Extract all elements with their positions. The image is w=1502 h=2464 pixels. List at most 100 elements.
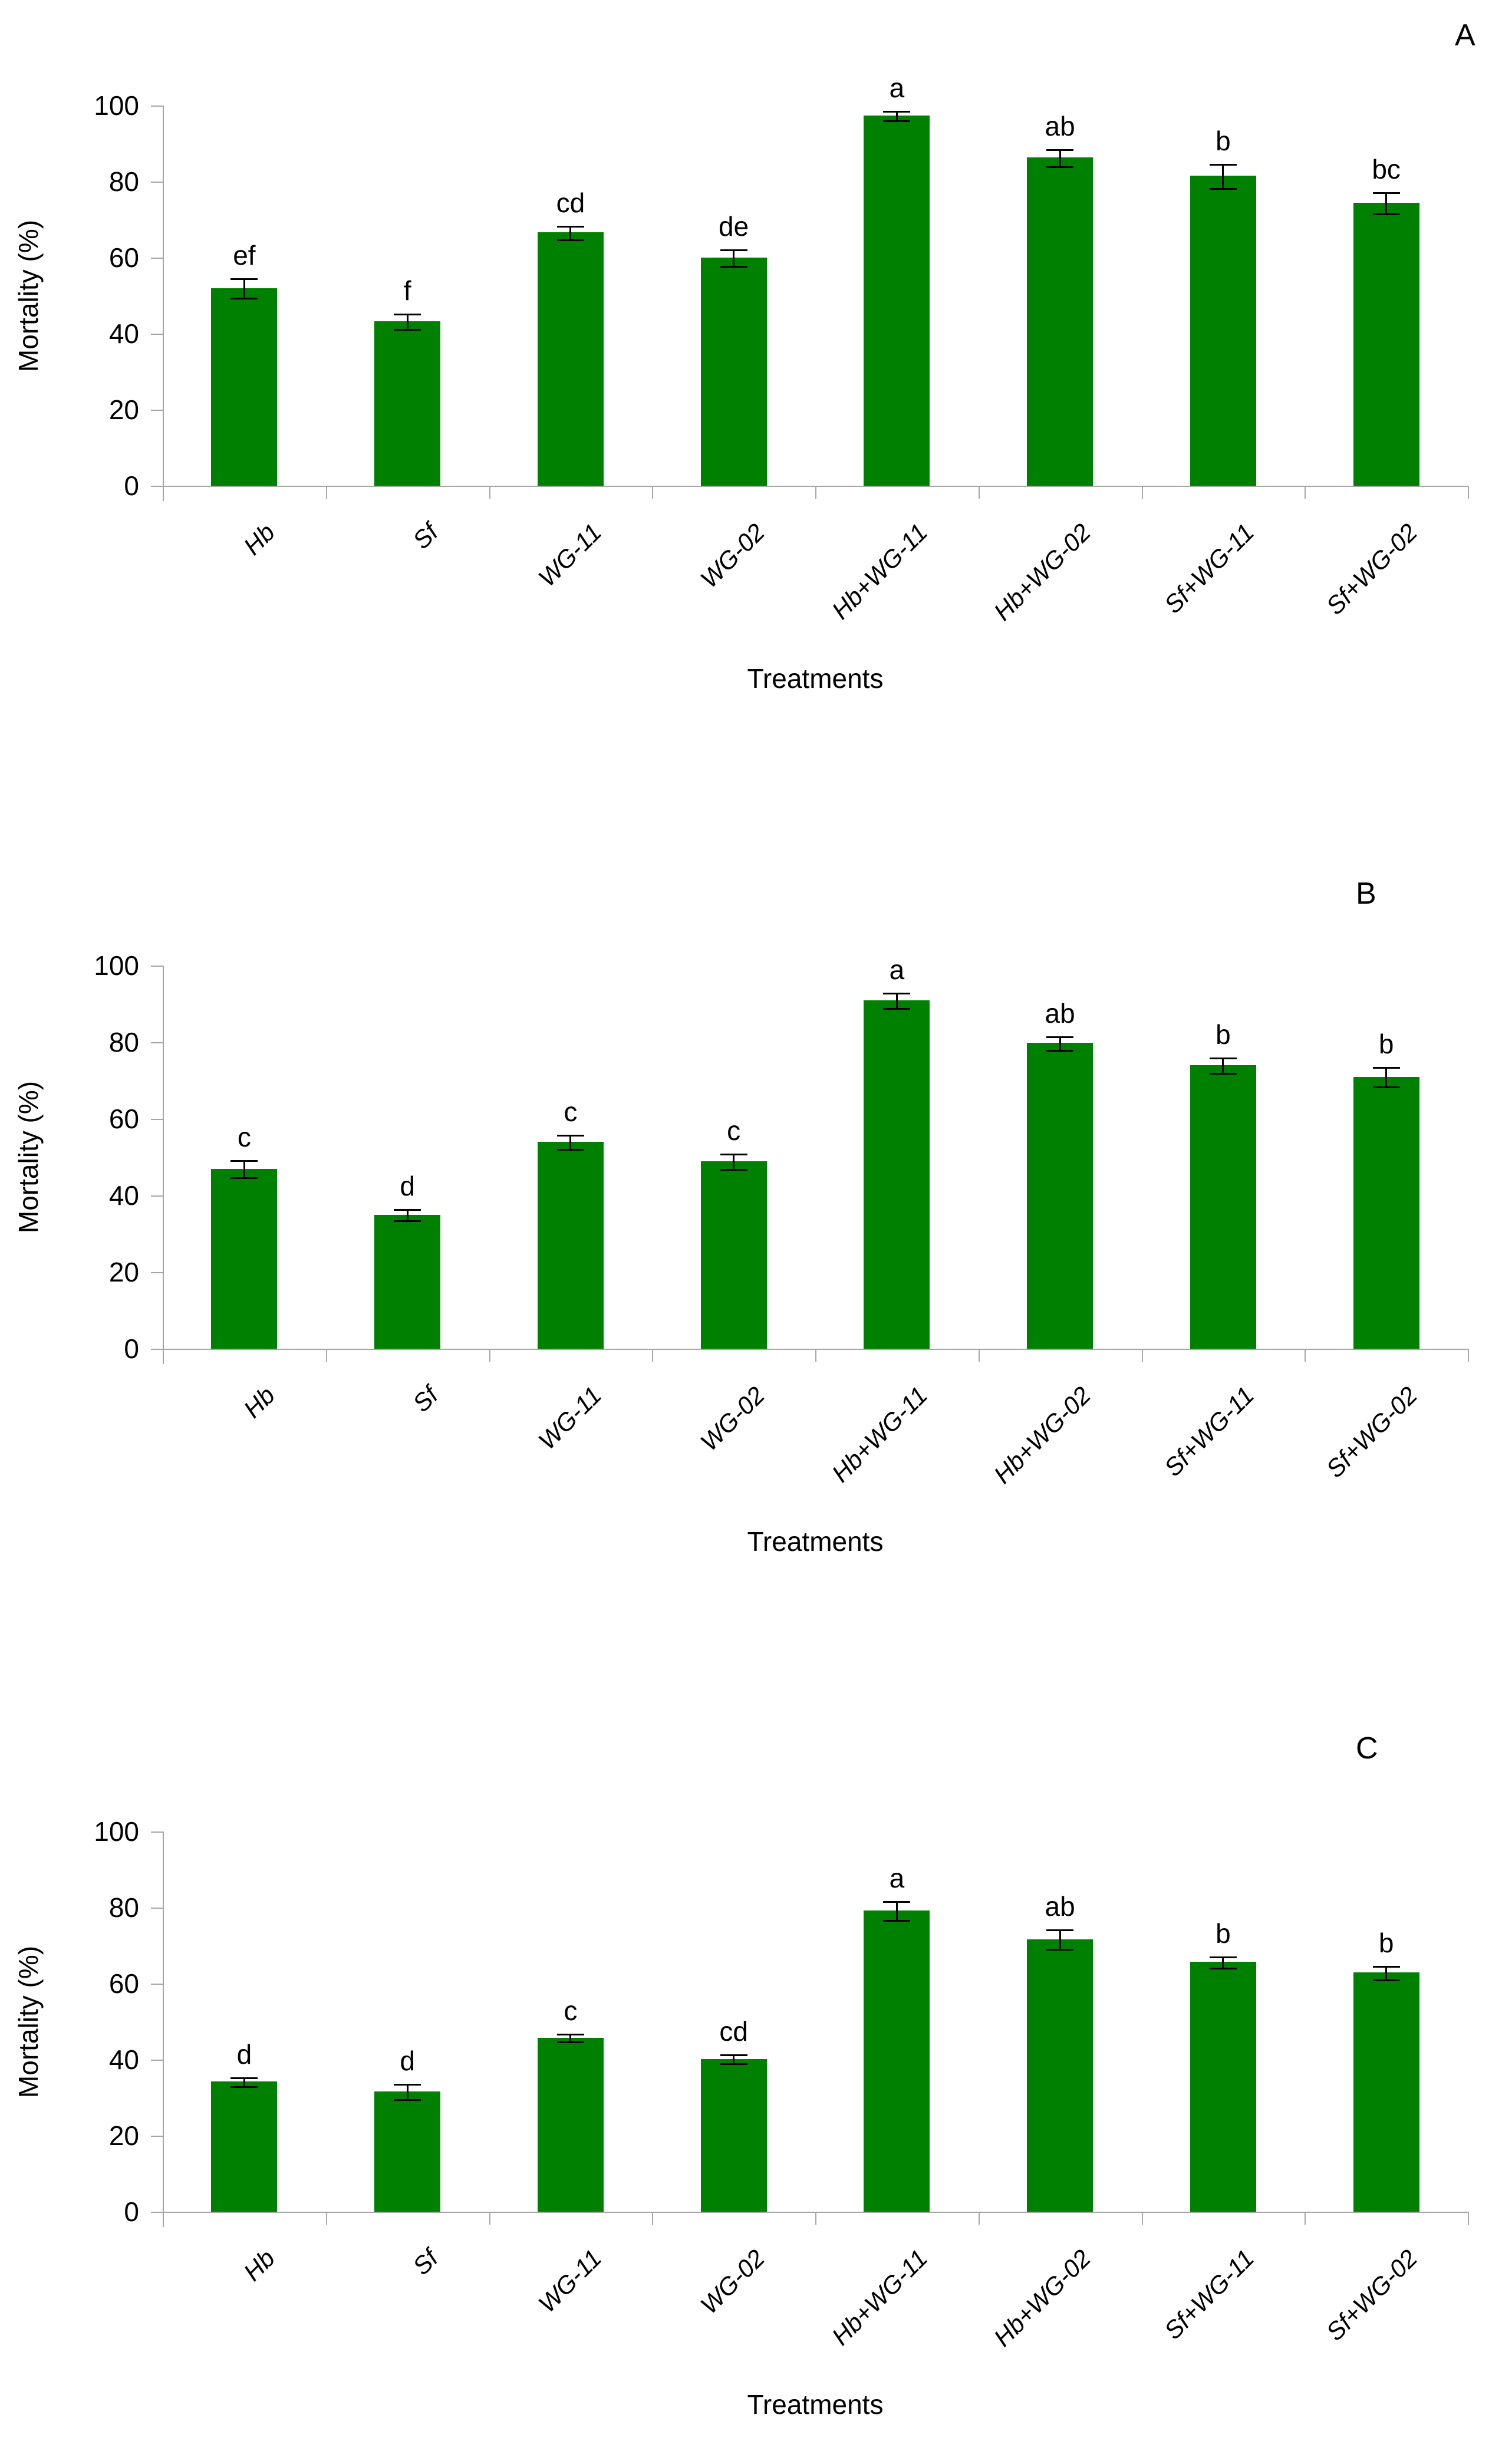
error-bar-cap-bottom [1372,213,1400,216]
error-bar-cap-bottom [1372,1979,1400,1981]
x-category-label: Sf+WG-11 [1158,1381,1260,1482]
x-axis-tick [489,1349,490,1362]
x-category-label: Hb [238,2244,281,2287]
x-category-label: WG-11 [533,2244,607,2318]
x-category-label: Sf+WG-02 [1320,2244,1422,2346]
error-bar [733,2054,735,2064]
x-axis-tick [325,1349,327,1362]
error-bar-cap-bottom [1046,1948,1074,1951]
bar-Sf+WG-11 [1190,1065,1256,1349]
y-axis-title: Mortality (%) [13,1081,44,1234]
error-bar-cap-bottom [556,2041,584,2044]
panel-letter-c: C [1356,1731,1378,1765]
y-tick-label: 60 [108,1968,139,1999]
x-category-label: WG-02 [694,518,770,594]
error-bar [1059,1036,1061,1050]
error-bar-cap-bottom [1209,1967,1237,1969]
x-axis-tick [163,1349,164,1362]
error-bar-cap-bottom [394,2099,421,2101]
y-axis-tick [151,1195,163,1197]
bar-Hb+WG-02 [1027,1043,1093,1349]
x-axis-tick [163,486,164,499]
y-axis-title: Mortality (%) [13,219,44,372]
error-bar [733,249,735,266]
x-axis-tick [815,486,816,499]
x-axis-tick [1468,2212,1469,2225]
y-axis-tick [151,1908,163,1909]
error-bar-cap-top [394,313,421,315]
error-bar-cap-top [1046,1036,1074,1038]
error-bar-cap-top [1209,163,1237,166]
y-axis-tick [151,2060,163,2061]
y-axis-tick [151,2212,163,2213]
y-tick-label: 0 [124,1333,139,1364]
x-category-label: Hb [238,518,281,561]
error-bar-cap-top [1372,1067,1400,1069]
y-axis-tick [151,1119,163,1120]
error-bar-cap-bottom [1209,187,1237,190]
significance-letter: b [1378,1927,1394,1958]
error-bar-cap-top [1046,1929,1074,1932]
error-bar [895,992,898,1008]
error-bar-cap-bottom [230,297,258,299]
x-category-label: Sf [407,518,444,555]
x-axis-tick [978,1349,980,1362]
x-category-label: Hb+WG-11 [826,518,933,625]
y-tick-label: 0 [124,470,139,501]
significance-letter: b [1216,125,1231,156]
bar-Hb+WG-11 [864,1000,930,1349]
y-axis-line [163,1831,164,2227]
x-axis-tick [1141,486,1143,499]
x-axis-tick [1141,1349,1143,1362]
significance-letter: c [564,1096,578,1128]
error-bar-cap-bottom [720,266,747,268]
y-tick-label: 40 [108,318,139,349]
y-axis-tick [151,182,163,183]
x-category-label: Sf+WG-11 [1158,2244,1260,2345]
significance-letter: ab [1045,997,1075,1029]
bar-Hb [211,288,278,486]
significance-letter: a [889,73,905,104]
x-category-label: Sf+WG-02 [1320,1381,1422,1483]
bar-Sf+WG-02 [1353,1076,1419,1349]
error-bar-cap-bottom [230,1177,258,1179]
error-bar-cap-top [394,1208,421,1211]
significance-letter: b [1216,1019,1231,1050]
y-tick-label: 80 [108,166,139,197]
error-bar-cap-top [720,249,747,251]
error-bar-cap-top [230,2077,258,2079]
error-bar [1222,1956,1224,1968]
x-axis-tick [652,2212,654,2225]
x-axis-tick [978,2212,980,2225]
x-axis-tick [815,2212,816,2225]
error-bar-cap-top [556,2034,584,2036]
x-axis-tick [489,486,490,499]
y-tick-label: 20 [108,2120,139,2151]
error-bar [895,111,898,120]
y-tick-label: 80 [108,1027,139,1058]
bar-Hb [211,1168,278,1349]
panel-letter-b: B [1356,877,1376,911]
error-bar-cap-bottom [1046,1050,1074,1052]
error-bar [569,1135,572,1149]
error-bar-cap-top [1209,1058,1237,1059]
error-bar-cap-top [883,1901,911,1903]
x-axis-tick [1468,486,1469,499]
error-bar [1059,149,1061,166]
bar-Sf [374,1214,441,1349]
y-axis-tick [151,1272,163,1273]
bar-Sf+WG-11 [1190,176,1256,486]
bar-WG-02 [700,1161,767,1349]
error-bar [243,2077,245,2087]
significance-letter: d [400,1170,415,1201]
significance-letter: c [237,1122,251,1153]
x-category-label: Hb [238,1381,281,1424]
significance-letter: a [889,1863,905,1894]
error-bar [1385,192,1388,214]
significance-letter: a [889,954,905,985]
error-bar-cap-bottom [1209,1073,1237,1075]
error-bar-cap-bottom [394,328,421,331]
x-category-label: WG-02 [694,1381,770,1457]
significance-letter: de [719,210,749,242]
y-axis-tick [151,1831,163,1833]
